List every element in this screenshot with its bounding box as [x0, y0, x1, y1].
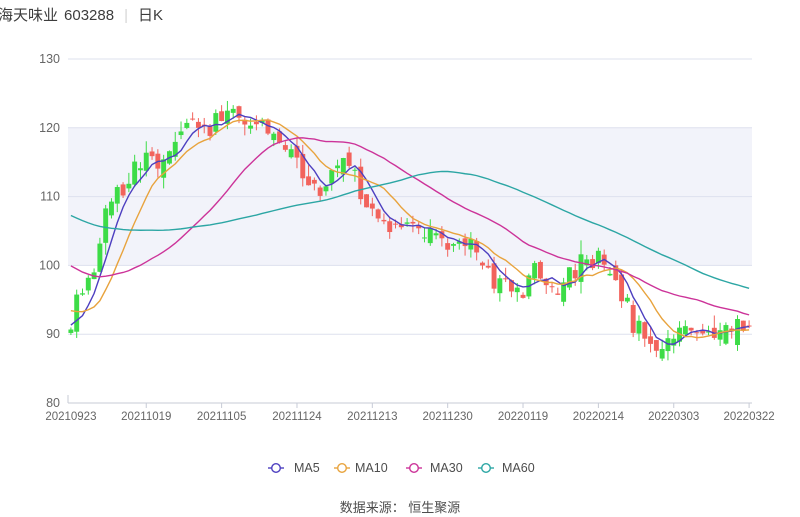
svg-text:20210923: 20210923: [45, 411, 96, 423]
svg-text:110: 110: [40, 190, 60, 204]
svg-text:MA60: MA60: [502, 461, 535, 475]
svg-text:MA5: MA5: [294, 461, 320, 475]
svg-text:MA10: MA10: [355, 461, 388, 475]
svg-text:MA30: MA30: [430, 461, 463, 475]
svg-text:80: 80: [46, 396, 60, 410]
svg-text:130: 130: [39, 52, 60, 66]
svg-text:90: 90: [46, 327, 60, 341]
svg-text:20211213: 20211213: [347, 411, 397, 423]
svg-text:20211019: 20211019: [121, 411, 171, 423]
svg-text:20211124: 20211124: [272, 411, 322, 423]
svg-text:20220119: 20220119: [498, 411, 548, 423]
svg-text:20220303: 20220303: [648, 411, 699, 423]
svg-text:20220214: 20220214: [573, 411, 625, 423]
svg-text:120: 120: [39, 121, 60, 135]
svg-text:20211105: 20211105: [197, 411, 246, 423]
svg-text:100: 100: [39, 258, 60, 272]
svg-text:20211230: 20211230: [423, 411, 473, 423]
svg-text:20220322: 20220322: [724, 411, 775, 423]
